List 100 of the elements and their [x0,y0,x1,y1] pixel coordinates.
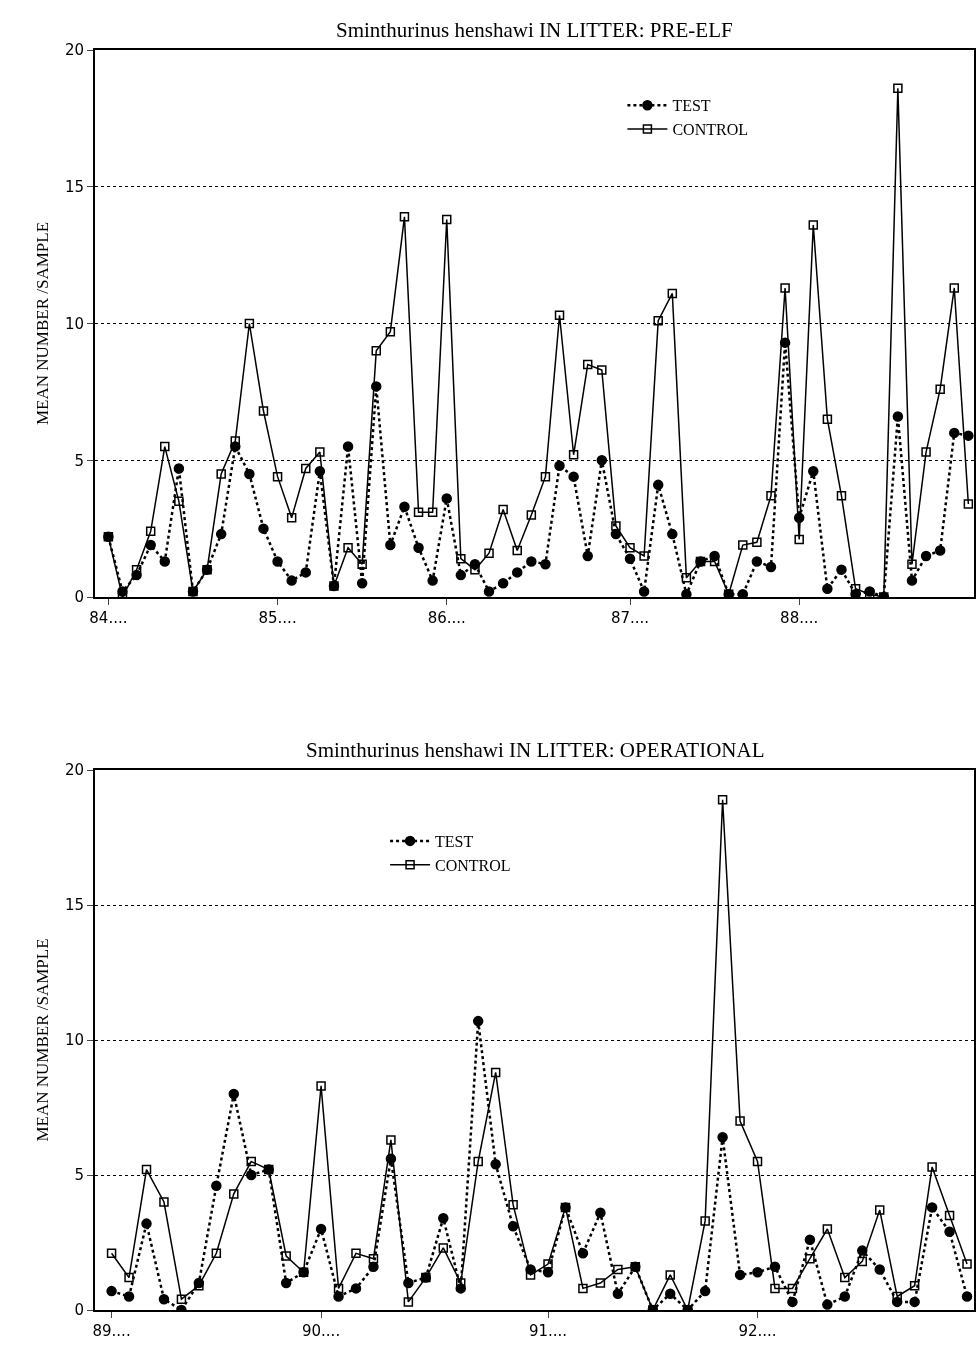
point [123,1291,135,1302]
x-tick-label: 85.... [258,609,297,627]
y-tick-label: 15 [64,178,84,196]
point [577,1248,589,1259]
point [770,1283,780,1294]
point [490,1067,501,1078]
point [176,1294,187,1304]
y-tick-label: 10 [64,1031,84,1050]
point [734,1269,746,1281]
point [909,1280,920,1291]
point [438,1212,449,1224]
point [805,1253,815,1264]
point [926,1202,938,1213]
point [822,1224,833,1234]
point [246,1156,256,1167]
point [752,1156,763,1167]
point [508,1199,518,1210]
point [665,1270,675,1280]
point [927,1162,937,1172]
legend-label: CONTROL [672,121,748,139]
point [159,1197,169,1207]
point [839,1291,851,1302]
point [664,1288,676,1300]
point [438,1243,449,1253]
point [595,1207,606,1219]
y-tick-label: 15 [64,896,84,915]
point [822,1299,833,1310]
x-tick-label: 88.... [780,609,819,627]
y-tick-label: 0 [74,588,84,607]
point [700,1216,710,1226]
point [909,1296,920,1308]
point [141,1218,152,1229]
point [961,1291,973,1302]
y-axis-title: MEAN NUMBER /SAMPLE [32,221,52,426]
point [473,1156,483,1167]
point [211,1180,222,1192]
point [333,1291,344,1302]
x-tick-label: 89.... [92,1322,131,1340]
point [874,1205,885,1215]
point [804,1234,816,1246]
point [717,1131,728,1143]
point [472,1015,484,1027]
y-tick-label: 20 [64,41,84,60]
point [735,1116,745,1126]
point [525,1270,536,1280]
point [874,1264,885,1275]
point [211,1248,222,1259]
point [106,1285,117,1297]
point [962,1259,972,1269]
x-tick-label: 84.... [89,609,128,627]
point [840,1272,850,1283]
x-tick-label: 92.... [738,1322,777,1340]
point [350,1283,362,1294]
point [228,1088,240,1100]
y-tick-label: 5 [74,1166,84,1185]
y-tick-label: 10 [64,314,84,333]
chart-title: Sminthurinus henshawi IN LITTER: PRE-ELF [336,18,733,42]
point [944,1226,955,1237]
point [717,794,728,805]
point [141,1164,152,1175]
point [857,1256,868,1267]
point [246,1169,257,1181]
point [944,1210,955,1221]
x-tick-label: 91.... [528,1322,568,1340]
point [699,1285,711,1297]
point [368,1261,379,1273]
legend-label: TEST [435,833,474,851]
point [613,1264,623,1275]
point [386,1135,396,1145]
point [752,1266,763,1278]
point [229,1189,239,1199]
point [316,1081,326,1091]
legend-label: TEST [672,97,711,115]
x-tick-label: 86.... [427,609,466,627]
point [315,1223,327,1235]
point [507,1221,519,1232]
chart-title: Sminthurinus henshawi IN LITTER: OPERATIONAL [306,738,765,762]
point [578,1283,588,1294]
y-tick-label: 0 [74,1301,84,1320]
x-tick-label: 90.... [301,1322,341,1340]
point [158,1293,170,1305]
point [368,1253,379,1264]
point [280,1277,292,1289]
point [612,1288,624,1300]
point [787,1296,798,1308]
y-tick-label: 20 [64,761,84,780]
point [106,1248,117,1259]
point [124,1272,134,1283]
point [543,1259,553,1269]
point [351,1248,361,1259]
point [490,1158,501,1170]
x-tick-label: 87.... [610,609,650,627]
point [787,1283,798,1294]
legend-label: CONTROL [435,856,511,874]
y-tick-label: 5 [74,451,84,470]
point [281,1251,291,1261]
point [403,1297,414,1307]
y-axis-title: MEAN NUMBER /SAMPLE [32,938,52,1142]
point [595,1278,606,1288]
point [333,1283,344,1294]
